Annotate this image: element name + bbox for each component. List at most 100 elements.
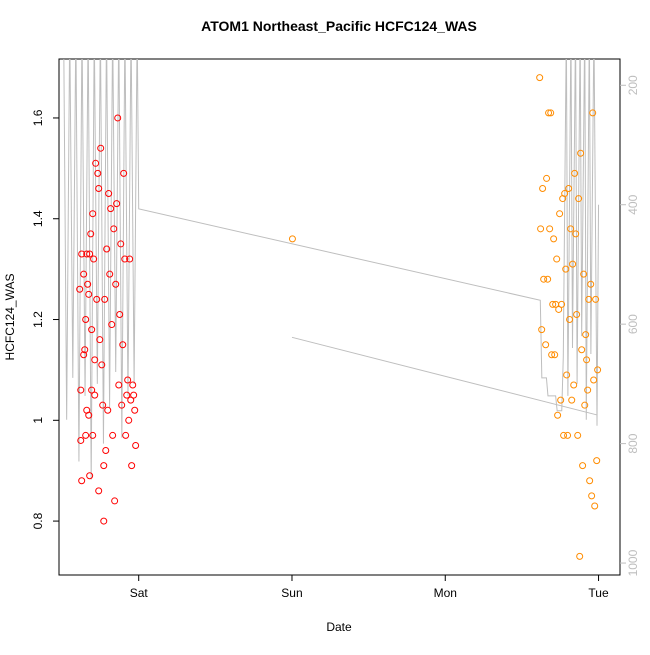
data-point [132,441,140,449]
data-point [594,366,602,374]
y2-tick-label: 200 [626,75,640,95]
x-tick-label: Tue [588,586,609,600]
data-point [89,210,97,218]
data-point [102,447,110,455]
data-point [553,255,561,263]
data-point [555,305,563,313]
data-point [91,356,99,364]
data-point [573,310,581,318]
plot-area [63,59,602,560]
data-point [88,386,96,394]
data-point [590,376,598,384]
x-tick-label: Mon [434,586,457,600]
data-point [586,477,594,485]
data-point [546,225,554,233]
data-point [83,250,91,258]
data-point [570,381,578,389]
data-point [90,255,98,263]
data-point [557,396,565,404]
data-point [85,290,93,298]
data-point [81,346,89,354]
data-point [538,326,546,334]
data-point [564,431,572,439]
data-point [567,225,575,233]
data-point [98,361,106,369]
data-point [110,225,118,233]
data-point [585,295,593,303]
y2-tick-label: 600 [626,314,640,334]
chart-title: ATOM1 Northeast_Pacific HCFC124_WAS [201,18,477,34]
y-tick-label: 0.8 [31,512,45,529]
data-point [115,381,123,389]
data-point [95,185,103,193]
data-point [568,396,576,404]
data-point [85,411,93,419]
x-tick-label: Sat [130,586,149,600]
x-axis-label: Date [326,620,352,634]
data-point [550,235,558,243]
data-point [589,109,597,117]
data-point [109,431,117,439]
data-point [89,431,97,439]
data-point [93,295,101,303]
data-point [121,255,129,263]
y-tick-label: 1.4 [31,210,45,227]
data-point [103,245,111,253]
data-point [581,401,589,409]
data-point [84,280,92,288]
data-point [100,517,108,525]
data-point [542,341,550,349]
data-point [122,431,130,439]
data-point [579,462,587,470]
x-tick-label: Sun [281,586,302,600]
data-point [112,280,120,288]
y2-tick-label: 1000 [626,549,640,576]
data-point [120,169,128,177]
data-point [561,190,569,198]
data-point [539,185,547,193]
data-point [563,371,571,379]
data-point [584,386,592,394]
data-point [127,396,135,404]
data-point [104,406,112,414]
data-point [587,280,595,288]
plot-frame [58,58,621,576]
data-point [543,174,551,182]
data-point [106,270,114,278]
line-segment [291,336,598,416]
data-point [87,230,95,238]
data-point [94,169,102,177]
data-point [571,169,579,177]
data-point [576,552,584,560]
data-point [86,472,94,480]
y-tick-label: 1.2 [31,311,45,328]
data-point [125,416,133,424]
data-point [558,300,566,308]
data-point [588,492,596,500]
data-point [537,225,545,233]
data-point [582,331,590,339]
data-point [76,285,84,293]
data-point [577,149,585,157]
data-point [540,275,548,283]
data-point [123,391,131,399]
data-point [116,310,124,318]
data-point [128,462,136,470]
data-point [92,159,100,167]
data-point [592,295,600,303]
data-point [78,250,86,258]
data-point [111,497,119,505]
data-point [99,401,107,409]
data-point [549,300,557,308]
data-point [95,487,103,495]
data-point [583,356,591,364]
data-point [96,336,104,344]
data-point [97,144,105,152]
data-point [544,275,552,283]
data-point [591,502,599,510]
data-point [101,295,109,303]
data-point [80,270,88,278]
data-point [578,346,586,354]
data-point [566,316,574,324]
